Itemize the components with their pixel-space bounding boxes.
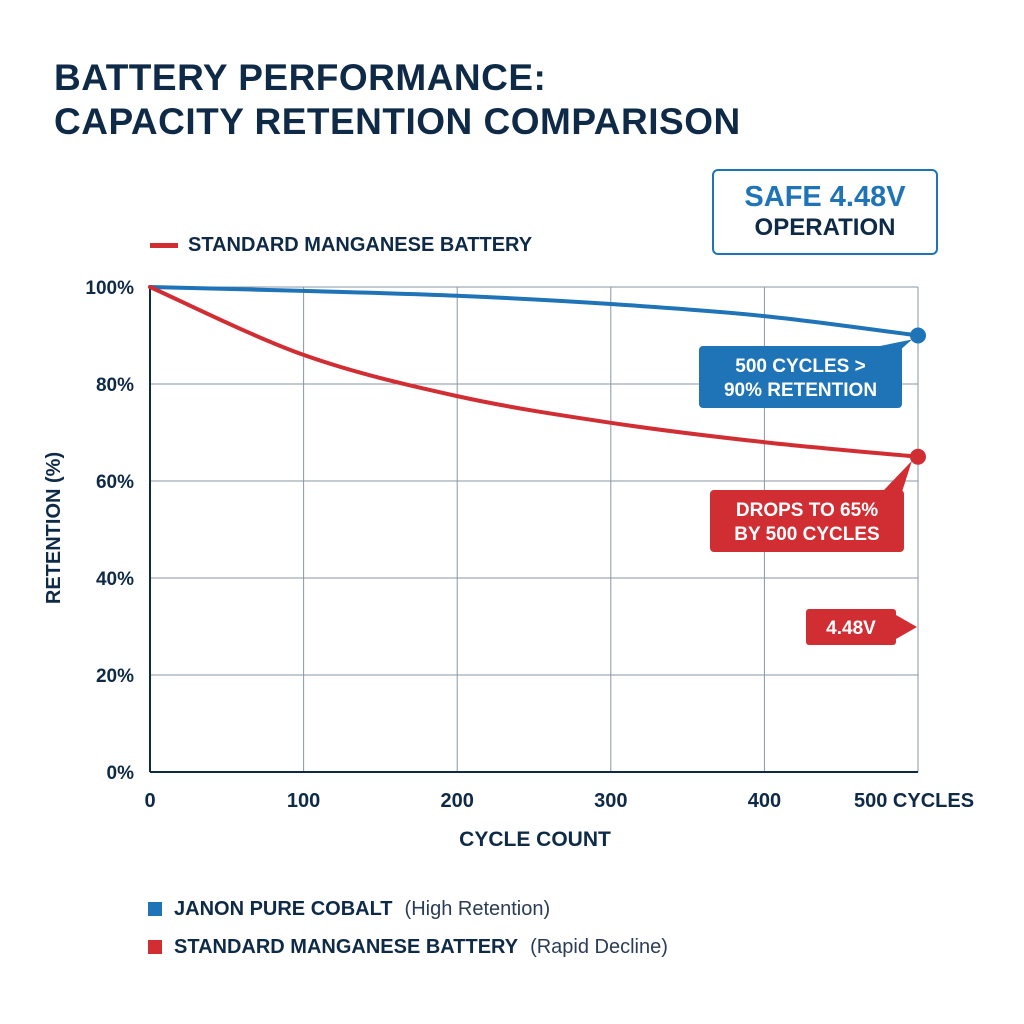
series-line-cobalt [148, 285, 920, 338]
manganese-legend-square [148, 940, 162, 954]
legend-name-cobalt: JANON PURE COBALT [174, 897, 393, 920]
badge-line-1: SAFE 4.48V [744, 181, 906, 213]
axes [149, 287, 918, 773]
y-tick-label-100: 100% [85, 278, 134, 299]
legend-name-manganese: STANDARD MANGANESE BATTERY [174, 935, 519, 958]
y-tick-label-40: 40% [96, 569, 134, 590]
series-lines [148, 285, 926, 465]
x-tick-label-100: 100 [287, 790, 320, 812]
voltage-tag-pointer [896, 615, 917, 639]
cobalt-callout-pointer [880, 339, 912, 352]
voltage-tag-label: 4.48V [826, 618, 876, 639]
y-tick-label-60: 60% [96, 472, 134, 493]
y-tick-label-80: 80% [96, 375, 134, 396]
y-axis-label: RETENTION (%) [43, 452, 65, 604]
voltage-tag-box [806, 609, 896, 645]
callouts: 500 CYCLES > 90% RETENTION DROPS TO 65% BY … [699, 339, 917, 645]
chart-title: BATTERY PERFORMANCE: CAPACITY RETENTION … [54, 56, 741, 144]
top-legend-label: STANDARD MANGANESE BATTERY [188, 234, 533, 256]
badge-line-2: OPERATION [754, 214, 896, 241]
manganese-callout-line-2: BY 500 CYCLES [734, 524, 879, 545]
data-point-manganese-500 [910, 448, 926, 465]
series-line-manganese [148, 285, 920, 459]
legend-desc-cobalt: (High Retention) [404, 897, 551, 920]
tick-labels: 0% 20% 40% 60% 80% 100% 0 100 200 300 400 500 CYCLE… [85, 278, 974, 812]
x-tick-label-0: 0 [144, 790, 155, 812]
title-line-1: BATTERY PERFORMANCE: [54, 57, 547, 98]
title-line-2: CAPACITY RETENTION COMPARISON [54, 101, 741, 142]
manganese-callout-pointer [884, 460, 912, 498]
y-tick-label-20: 20% [96, 666, 134, 687]
legend-item-cobalt: JANON PURE COBALT (High Retention) [148, 890, 668, 928]
legend-desc-manganese: (Rapid Decline) [530, 935, 668, 958]
cobalt-legend-swatch [148, 902, 162, 916]
x-tick-label-300: 300 [594, 790, 627, 812]
cobalt-callout-line-2: 90% RETENTION [724, 380, 877, 401]
manganese-callout-box [710, 490, 904, 552]
bottom-legend: JANON PURE COBALT (High Retention) STAND… [148, 890, 668, 966]
data-point-cobalt-500 [910, 327, 926, 344]
cobalt-callout-box [699, 346, 902, 408]
manganese-legend-swatch [150, 243, 178, 248]
voltage-badge: SAFE 4.48V OPERATION [712, 169, 938, 255]
x-tick-label-400: 400 [748, 790, 781, 812]
y-tick-label-0: 0% [107, 763, 135, 784]
x-tick-label-200: 200 [441, 790, 474, 812]
manganese-callout-line-1: DROPS TO 65% [736, 500, 878, 521]
cobalt-callout-line-1: 500 CYCLES > [735, 356, 865, 377]
top-legend: STANDARD MANGANESE BATTERY [150, 234, 532, 257]
legend-item-manganese: STANDARD MANGANESE BATTERY (Rapid Declin… [148, 928, 668, 966]
x-axis-label: CYCLE COUNT [459, 828, 611, 851]
x-tick-label-500: 500 CYCLES [854, 790, 974, 812]
